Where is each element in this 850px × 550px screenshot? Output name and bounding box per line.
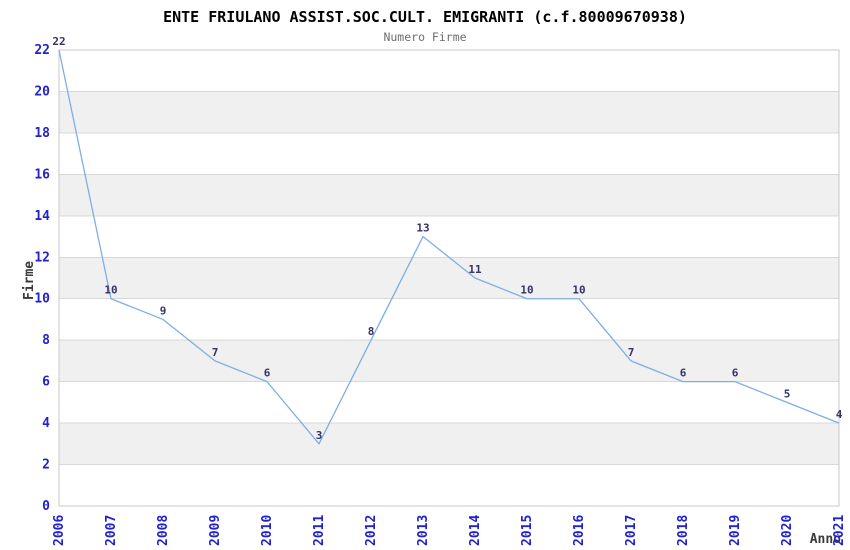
x-tick-label: 2019 (728, 515, 743, 546)
x-tick-label: 2008 (156, 515, 171, 546)
data-point-label: 11 (468, 263, 482, 276)
y-tick-label: 8 (42, 333, 50, 348)
chart-title: ENTE FRIULANO ASSIST.SOC.CULT. EMIGRANTI… (163, 8, 687, 26)
data-point-label: 13 (416, 222, 429, 235)
x-tick-label: 2016 (572, 515, 587, 546)
x-tick-label: 2012 (364, 515, 379, 546)
data-point-label: 6 (264, 367, 271, 380)
x-tick-label: 2010 (260, 515, 275, 546)
y-tick-label: 18 (34, 126, 50, 141)
series-line (58, 49, 840, 445)
alt-band (59, 174, 839, 216)
y-tick-label: 10 (34, 292, 50, 307)
data-point-label: 22 (52, 35, 65, 48)
y-tick-label: 14 (34, 209, 50, 224)
data-point-label: 10 (520, 284, 533, 297)
data-point-label: 10 (104, 284, 117, 297)
data-point-label: 6 (732, 367, 739, 380)
y-tick-label: 16 (34, 167, 50, 182)
y-tick-label: 6 (42, 375, 50, 390)
x-tick-label: 2006 (52, 515, 67, 546)
x-axis-title: Anno (810, 532, 841, 547)
x-tick-label: 2014 (468, 515, 483, 546)
x-tick-label: 2013 (416, 515, 431, 546)
x-tick-label: 2018 (676, 515, 691, 546)
x-tick-label: 2021 (832, 515, 847, 546)
y-tick-label: 2 (42, 458, 50, 473)
y-tick-label: 22 (34, 43, 50, 58)
alt-band (59, 91, 839, 133)
y-axis-title: Firme (22, 261, 37, 300)
data-point-label: 7 (212, 346, 219, 359)
data-point-label: 9 (160, 304, 167, 317)
data-point-label: 5 (784, 387, 791, 400)
data-point-label: 4 (836, 408, 843, 421)
chart-subtitle: Numero Firme (383, 30, 467, 44)
x-tick-label: 2011 (312, 515, 327, 546)
x-tick-label: 2015 (520, 515, 535, 546)
data-point-label: 3 (316, 429, 323, 442)
chart-layers: 0 2 4 6 8 10 12 14 16 18 20 22 2006 2007 2008 2009 2010 2… (34, 35, 847, 546)
y-tick-label: 4 (42, 416, 50, 431)
x-tick-label: 2007 (104, 515, 119, 546)
data-point-label: 8 (368, 325, 375, 338)
alt-band (59, 257, 839, 299)
alt-band (59, 340, 839, 382)
x-tick-label: 2017 (624, 515, 639, 546)
y-tick-label: 20 (34, 84, 50, 99)
x-tick-label: 2009 (208, 515, 223, 546)
plot-border (58, 49, 840, 507)
data-point-label: 6 (680, 367, 687, 380)
y-tick-label: 12 (34, 250, 50, 265)
y-tick-label: 0 (42, 499, 50, 514)
data-point-label: 10 (572, 284, 585, 297)
data-point-label: 7 (628, 346, 635, 359)
x-tick-label: 2020 (780, 515, 795, 546)
alt-band (59, 423, 839, 465)
